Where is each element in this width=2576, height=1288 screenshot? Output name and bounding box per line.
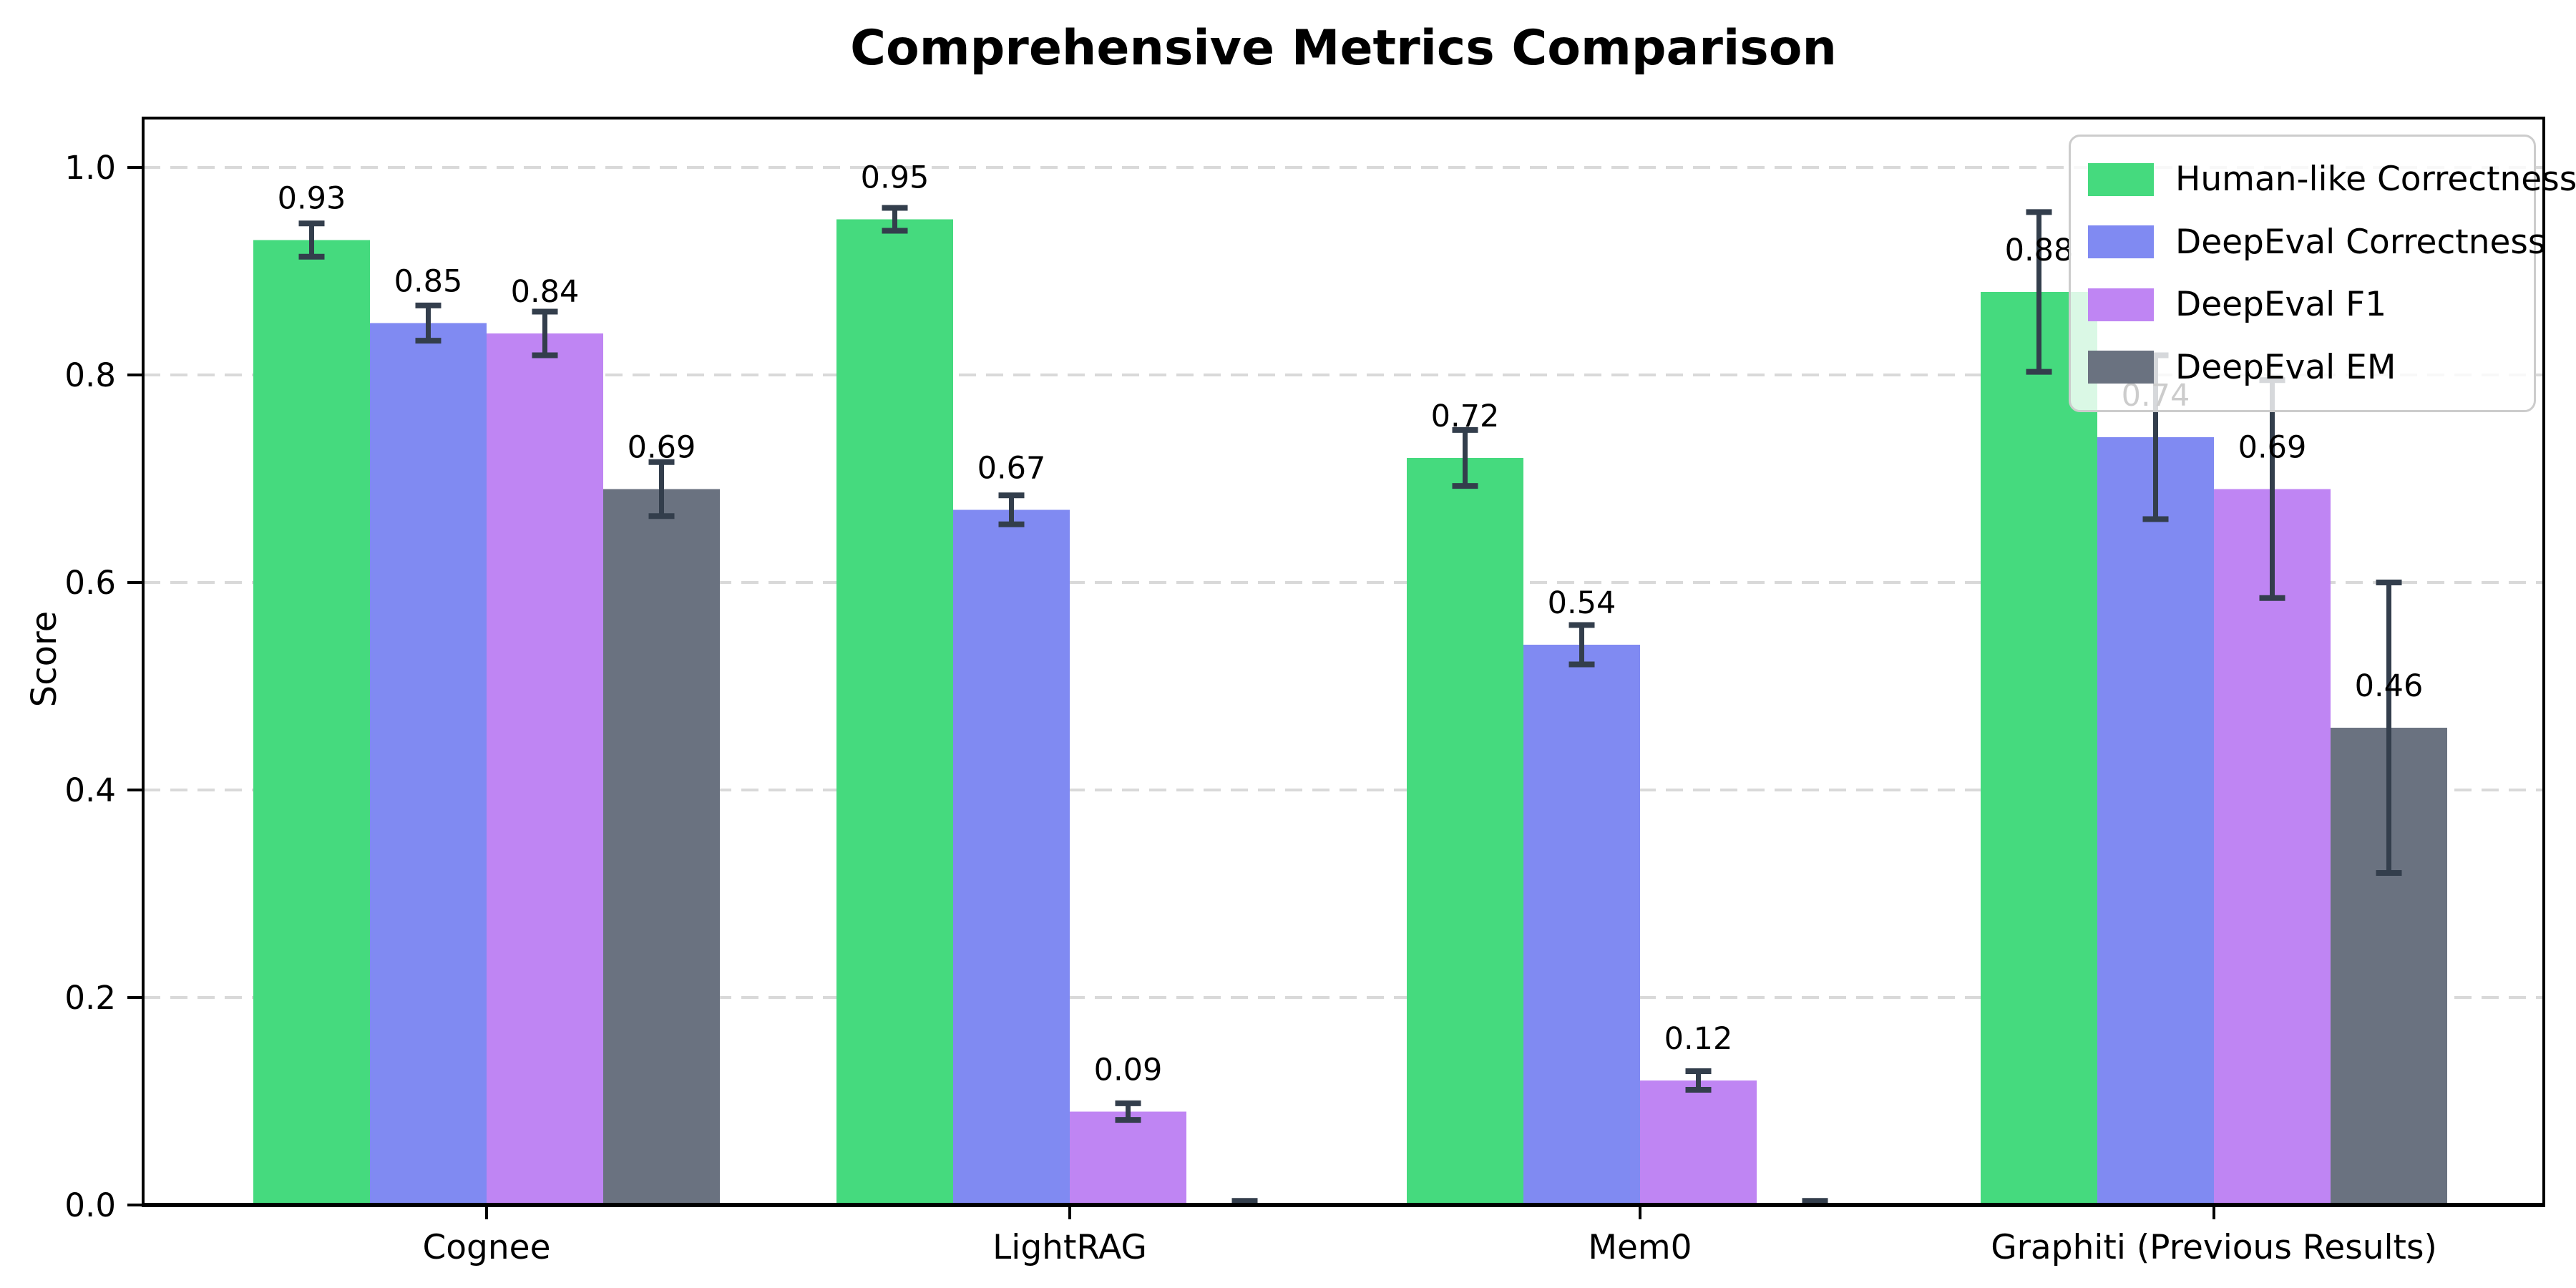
x-tick-label: Mem0 — [1588, 1228, 1692, 1267]
value-label: 0.12 — [1664, 1021, 1733, 1057]
legend-swatch-icon — [2088, 351, 2154, 384]
y-tick-label: 0.4 — [64, 771, 116, 809]
value-label: 0.67 — [977, 450, 1046, 486]
legend-row: DeepEval EM — [2088, 348, 2517, 387]
value-label: 0.88 — [2005, 233, 2074, 268]
bar-2-0 — [1407, 458, 1523, 1205]
bar-3-0 — [1981, 292, 2097, 1205]
y-tick-label: 0.2 — [64, 979, 116, 1017]
chart-title: Comprehensive Metrics Comparison — [850, 20, 1837, 77]
y-tick-label: 0.0 — [64, 1186, 116, 1224]
bar-1-0 — [836, 219, 953, 1205]
bar-2-2 — [1640, 1080, 1757, 1205]
value-label: 0.69 — [2238, 429, 2307, 465]
bar-2-1 — [1523, 645, 1640, 1205]
value-label: 0.93 — [278, 180, 346, 216]
bar-0-1 — [370, 323, 487, 1205]
legend-row: Human-like Correctness — [2088, 160, 2576, 199]
value-label: 0.69 — [628, 429, 696, 465]
y-tick-label: 0.8 — [64, 356, 116, 394]
bar-3-1 — [2097, 437, 2214, 1205]
legend-label: DeepEval EM — [2175, 347, 2396, 387]
y-tick-label: 0.6 — [64, 564, 116, 602]
legend-row: DeepEval Correctness — [2088, 223, 2545, 262]
value-label: 0.95 — [861, 160, 930, 195]
y-axis-label: Score — [24, 610, 64, 708]
bar-3-2 — [2214, 489, 2331, 1205]
y-tick-label: 1.0 — [64, 149, 116, 187]
value-label: 0.85 — [394, 263, 463, 299]
bar-1-1 — [953, 509, 1070, 1205]
legend-label: DeepEval F1 — [2175, 285, 2387, 325]
legend-row: DeepEval F1 — [2088, 285, 2517, 324]
bar-1-2 — [1070, 1111, 1186, 1205]
value-label: 0.84 — [511, 274, 580, 310]
legend: Human-like Correctness DeepEval Correctne… — [2069, 135, 2576, 412]
x-tick-label: Cognee — [422, 1228, 550, 1267]
value-label: 0.46 — [2355, 668, 2424, 704]
legend-label: Human-like Correctness — [2175, 160, 2576, 200]
x-tick-label: LightRAG — [992, 1228, 1147, 1267]
x-tick-label: Graphiti (Previous Results) — [1991, 1228, 2437, 1267]
bar-0-2 — [487, 333, 603, 1205]
legend-swatch-icon — [2088, 288, 2154, 321]
bar-0-0 — [253, 240, 370, 1205]
value-label: 0.09 — [1094, 1052, 1163, 1088]
legend-swatch-icon — [2088, 225, 2154, 259]
value-label: 0.72 — [1431, 399, 1500, 434]
bar-0-3 — [603, 489, 720, 1205]
legend-label: DeepEval Correctness — [2175, 222, 2546, 262]
value-label: 0.54 — [1548, 585, 1616, 621]
legend-swatch-icon — [2088, 162, 2154, 196]
